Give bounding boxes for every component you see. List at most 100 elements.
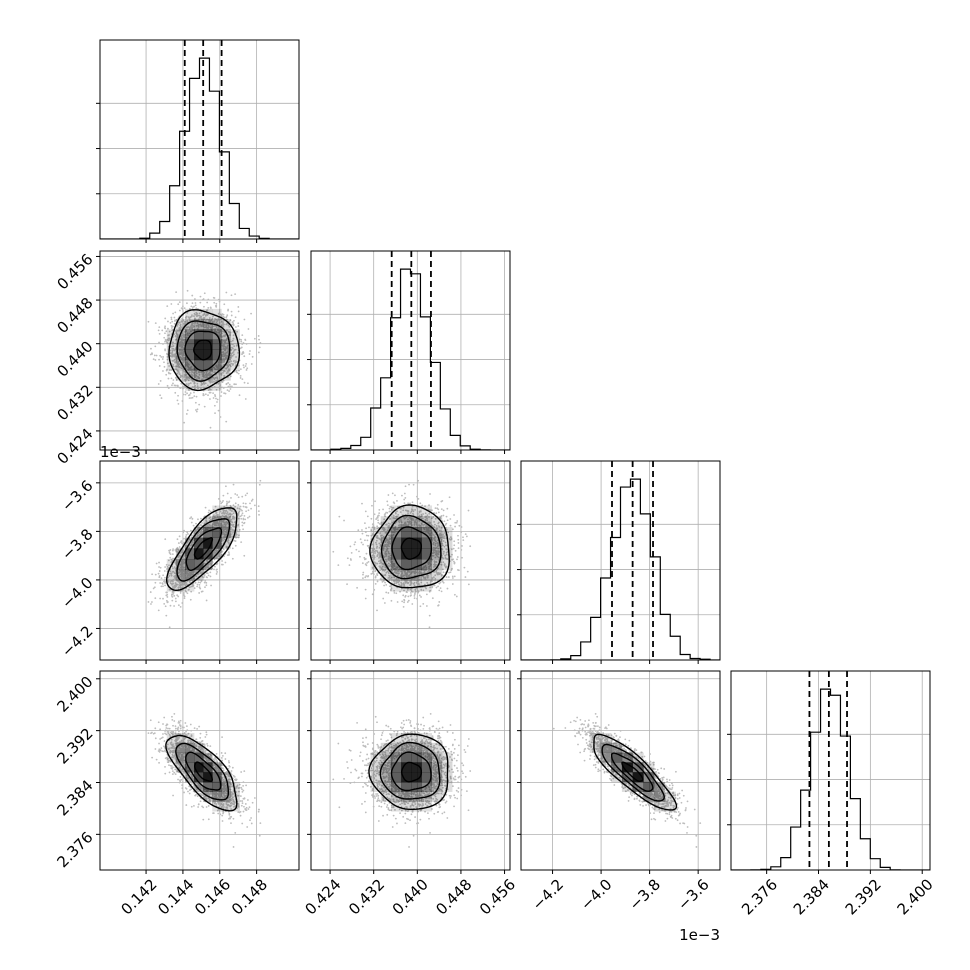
sample-point: [176, 385, 179, 388]
density-cell: [184, 559, 195, 571]
sample-point: [200, 315, 203, 318]
sample-point: [384, 581, 387, 584]
sample-point: [418, 572, 421, 575]
sample-point: [181, 385, 184, 388]
sample-point: [176, 594, 179, 597]
sample-point: [226, 502, 228, 505]
sample-point: [166, 362, 169, 365]
density-cell: [175, 339, 186, 350]
sample-point: [158, 341, 160, 344]
sample-point: [387, 552, 390, 554]
sample-point: [217, 298, 220, 301]
sample-point: [159, 394, 162, 397]
sample-point: [431, 597, 434, 600]
sample-point: [191, 302, 194, 304]
sample-point: [446, 507, 449, 510]
sample-point: [154, 345, 157, 348]
sample-point: [186, 289, 189, 292]
sample-point: [224, 357, 227, 360]
density-cell: [221, 370, 231, 381]
sample-point: [426, 517, 428, 520]
sample-point: [217, 363, 220, 366]
sample-point: [221, 360, 223, 362]
density-cell: [166, 569, 177, 581]
sample-point: [224, 510, 227, 513]
sample-point: [216, 377, 219, 380]
sample-point: [194, 581, 197, 584]
sample-point: [371, 593, 374, 596]
density-cell: [203, 559, 213, 571]
sample-point: [178, 309, 181, 312]
sample-point: [173, 358, 176, 361]
sample-point: [204, 393, 207, 396]
sample-point: [442, 552, 445, 555]
sample-point: [411, 603, 414, 605]
sample-point: [376, 562, 379, 565]
sample-point: [214, 328, 217, 331]
sample-point: [250, 312, 252, 315]
sample-point: [364, 588, 367, 591]
contour-line: [185, 527, 223, 572]
sample-point: [449, 518, 452, 520]
sample-point: [355, 548, 358, 551]
sample-point: [378, 508, 381, 511]
sample-point: [386, 511, 389, 514]
sample-point: [190, 536, 193, 539]
sample-point: [178, 546, 181, 548]
sample-point: [440, 508, 443, 510]
sample-point: [234, 360, 237, 362]
sample-point: [158, 570, 161, 572]
sample-point: [166, 565, 169, 568]
sample-point: [367, 574, 370, 577]
sample-point: [204, 376, 206, 379]
sample-point: [383, 518, 386, 521]
sample-point: [193, 578, 196, 580]
sample-point: [222, 315, 225, 318]
sample-point: [213, 297, 216, 299]
density-cell: [370, 548, 381, 560]
sample-point: [364, 539, 366, 542]
sample-point: [432, 552, 435, 554]
sample-point: [230, 314, 233, 317]
sample-point: [174, 376, 177, 379]
sample-point: [398, 583, 401, 586]
sample-point: [194, 401, 197, 404]
sample-point: [211, 381, 213, 383]
sample-point: [166, 339, 169, 341]
sample-point: [359, 555, 361, 558]
sample-point: [204, 586, 206, 589]
sample-point: [176, 546, 179, 549]
sample-point: [224, 752, 227, 755]
sample-point: [225, 420, 228, 423]
sample-point: [168, 551, 171, 554]
sample-point: [166, 305, 169, 308]
density-cell: [194, 370, 204, 381]
sample-point: [168, 369, 171, 372]
sample-point: [184, 391, 187, 393]
density-cell: [212, 537, 222, 549]
sample-point: [219, 510, 222, 513]
sample-point: [158, 761, 160, 764]
sample-point: [170, 325, 173, 327]
sample-point: [178, 327, 181, 330]
sample-point: [440, 540, 443, 543]
sample-point: [356, 586, 358, 589]
sample-point: [228, 368, 230, 371]
sample-point: [213, 524, 216, 527]
sample-point: [228, 325, 231, 328]
sample-point: [457, 569, 459, 571]
sample-point: [196, 408, 199, 411]
sample-point: [219, 330, 221, 332]
sample-point: [161, 736, 164, 739]
sample-point: [164, 584, 166, 587]
sample-point: [194, 321, 197, 324]
sample-point: [182, 310, 184, 312]
sample-point: [207, 323, 209, 326]
density-cell: [175, 580, 186, 592]
sample-point: [376, 527, 379, 530]
sample-point: [403, 601, 405, 604]
sample-point: [257, 335, 260, 337]
sample-point: [209, 398, 211, 400]
sample-point: [182, 556, 185, 558]
sample-point: [215, 388, 218, 391]
